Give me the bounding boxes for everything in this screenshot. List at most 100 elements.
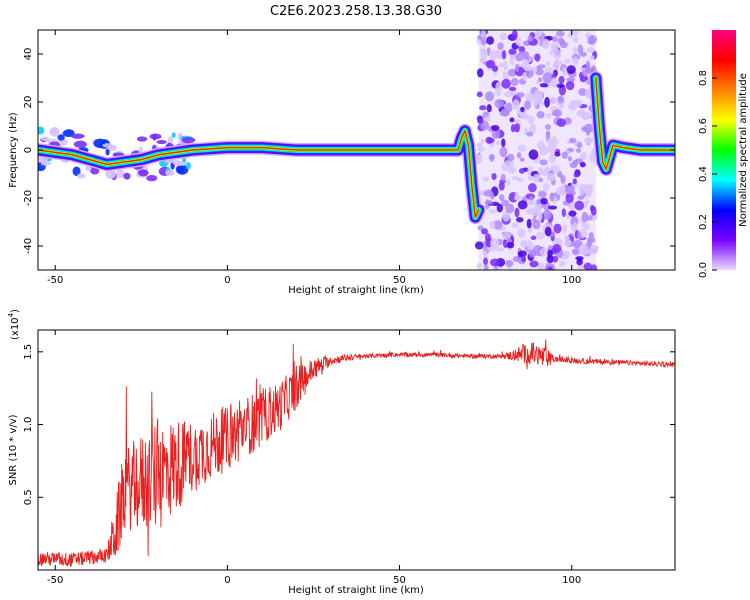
noise-blob bbox=[590, 264, 598, 270]
noise-blob bbox=[516, 217, 524, 223]
noise-blob bbox=[529, 123, 537, 134]
y-tick-label: 40 bbox=[23, 48, 34, 61]
noise-blob bbox=[535, 68, 544, 76]
noise-blob bbox=[495, 140, 501, 146]
snr-line bbox=[38, 339, 675, 567]
noise-blob bbox=[577, 44, 584, 55]
spectrogram-x-label: Height of straight line (km) bbox=[288, 285, 424, 296]
noise-blob bbox=[572, 221, 577, 231]
x-tick-label: 50 bbox=[393, 575, 406, 586]
noise-blob bbox=[546, 173, 556, 182]
y-tick-label: 20 bbox=[23, 96, 34, 109]
noise-blob bbox=[589, 204, 595, 212]
noise-blob bbox=[500, 173, 506, 182]
noise-blob bbox=[558, 260, 566, 267]
noise-blob bbox=[565, 185, 576, 195]
spectral-blob bbox=[123, 172, 131, 180]
noise-blob bbox=[516, 152, 522, 159]
noise-blob bbox=[520, 239, 528, 248]
noise-blob bbox=[539, 159, 548, 166]
noise-blob bbox=[510, 78, 519, 86]
colorbar-tick-label: 0.6 bbox=[698, 118, 709, 134]
noise-blob bbox=[527, 115, 535, 125]
noise-blob bbox=[589, 55, 595, 61]
noise-blob bbox=[514, 123, 520, 133]
noise-blob bbox=[527, 35, 533, 43]
spectrogram-y-ticks: -40 -20 0 20 40 bbox=[23, 48, 675, 254]
noise-blob bbox=[546, 255, 555, 264]
noise-blob bbox=[539, 146, 549, 156]
noise-blob bbox=[534, 53, 541, 62]
colorbar: 0.0 0.2 0.4 0.6 0.8 Normalized spectral ampl… bbox=[698, 30, 749, 278]
spectral-blob bbox=[165, 169, 175, 176]
noise-blob bbox=[549, 153, 556, 164]
noise-blob bbox=[526, 199, 536, 206]
noise-blob bbox=[583, 137, 594, 144]
noise-blob bbox=[476, 146, 486, 152]
noise-blob bbox=[553, 223, 562, 234]
spectral-blob bbox=[40, 161, 52, 166]
noise-blob bbox=[580, 151, 587, 161]
spectral-blob bbox=[175, 161, 187, 166]
noise-blob bbox=[577, 195, 585, 200]
noise-blob bbox=[548, 205, 558, 210]
noise-blob bbox=[501, 50, 507, 60]
noise-blob bbox=[540, 197, 548, 205]
noise-blob bbox=[518, 168, 525, 174]
noise-blob bbox=[554, 151, 561, 157]
noise-blob bbox=[515, 37, 522, 46]
noise-blob bbox=[499, 32, 508, 41]
noise-blob bbox=[474, 241, 484, 250]
spectral-blob bbox=[171, 132, 176, 138]
noise-blob bbox=[555, 30, 565, 37]
noise-blob bbox=[539, 83, 549, 88]
noise-blob bbox=[537, 77, 543, 82]
ridge-after-layer-6 bbox=[595, 77, 675, 170]
noise-blob bbox=[585, 60, 591, 72]
noise-blob bbox=[526, 218, 532, 229]
noise-blob bbox=[508, 48, 517, 55]
noise-blob bbox=[501, 78, 511, 89]
noise-blob bbox=[537, 190, 547, 198]
noise-blob bbox=[571, 248, 580, 256]
noise-blob bbox=[517, 177, 524, 183]
noise-blob bbox=[526, 131, 534, 137]
y-tick-label: 1.5 bbox=[23, 344, 34, 360]
y-tick-label: -20 bbox=[23, 190, 34, 206]
noise-blob bbox=[562, 67, 567, 77]
noise-blob bbox=[483, 264, 489, 270]
noise-blob bbox=[568, 210, 577, 217]
spectral-blob bbox=[102, 143, 113, 148]
noise-blob bbox=[515, 53, 524, 62]
y-tick-label: 0 bbox=[23, 147, 34, 153]
noise-blob bbox=[577, 257, 583, 263]
noise-blob bbox=[577, 232, 582, 240]
noise-blob bbox=[484, 200, 494, 205]
noise-blob bbox=[487, 138, 495, 143]
noise-blob bbox=[585, 127, 591, 136]
noise-blob bbox=[477, 115, 484, 125]
spectral-blob bbox=[49, 126, 60, 137]
snr-frame bbox=[37, 329, 676, 571]
y-tick-label: 1.0 bbox=[23, 417, 34, 433]
noise-blob bbox=[516, 92, 525, 98]
noise-blob bbox=[574, 200, 585, 211]
noise-blob bbox=[518, 46, 526, 54]
spectral-blob bbox=[40, 136, 50, 142]
noise-blob bbox=[567, 103, 575, 110]
noise-blob bbox=[480, 228, 488, 235]
spectral-blob bbox=[152, 133, 157, 141]
noise-blob bbox=[550, 41, 559, 52]
noise-blob bbox=[560, 174, 566, 184]
noise-blob bbox=[489, 153, 494, 162]
spectrogram-content bbox=[38, 30, 675, 270]
noise-blob bbox=[485, 60, 496, 69]
noise-blob bbox=[509, 54, 515, 66]
noise-blob bbox=[564, 239, 572, 247]
noise-blob bbox=[517, 227, 526, 238]
noise-blob bbox=[484, 115, 491, 122]
noise-blob bbox=[586, 46, 595, 53]
noise-blob bbox=[476, 91, 483, 98]
noise-blob bbox=[536, 111, 545, 119]
snr-x-label: Height of straight line (km) bbox=[288, 585, 424, 596]
